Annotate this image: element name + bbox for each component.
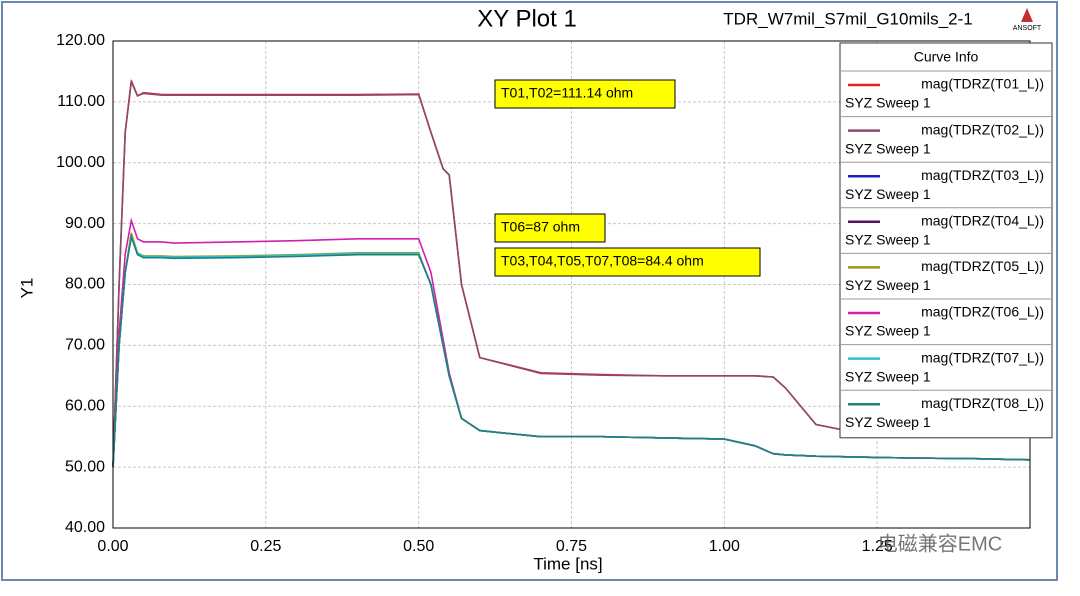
y-tick-label: 90.00 [65, 215, 105, 232]
legend-sweep: SYZ Sweep 1 [845, 140, 931, 156]
legend-label: mag(TDRZ(T06_L)) [921, 304, 1044, 320]
legend-label: mag(TDRZ(T02_L)) [921, 121, 1044, 137]
annotation-text: T03,T04,T05,T07,T08=84.4 ohm [501, 253, 704, 269]
legend-label: mag(TDRZ(T04_L)) [921, 213, 1044, 229]
x-tick-label: 0.00 [97, 538, 128, 555]
legend-sweep: SYZ Sweep 1 [845, 95, 931, 111]
logo-icon [1021, 8, 1033, 22]
annotation-text: T01,T02=111.14 ohm [501, 85, 633, 101]
x-axis-label: Time [ns] [533, 554, 602, 573]
y-tick-label: 120.00 [56, 32, 105, 49]
x-tick-label: 0.25 [250, 538, 281, 555]
legend-sweep: SYZ Sweep 1 [845, 232, 931, 248]
annotation-box [494, 79, 676, 109]
legend-sweep: SYZ Sweep 1 [845, 323, 931, 339]
y-tick-label: 100.00 [56, 154, 105, 171]
annotation-box [494, 213, 606, 243]
chart-subtitle: TDR_W7mil_S7mil_G10mils_2-1 [723, 9, 972, 28]
y-tick-label: 40.00 [65, 519, 105, 536]
legend-label: mag(TDRZ(T08_L)) [921, 395, 1044, 411]
x-tick-label: 0.75 [556, 538, 587, 555]
legend-sweep: SYZ Sweep 1 [845, 414, 931, 430]
y-tick-label: 60.00 [65, 397, 105, 414]
y-tick-label: 110.00 [57, 93, 105, 110]
plot-lines [112, 78, 1031, 468]
x-tick-label: 1.25 [862, 538, 893, 555]
legend-sweep: SYZ Sweep 1 [845, 277, 931, 293]
legend: Curve Info mag(TDRZ(T01_L)) SYZ Sweep 1 mag… [839, 42, 1053, 439]
legend-label: mag(TDRZ(T07_L)) [921, 349, 1044, 365]
legend-label: mag(TDRZ(T03_L)) [921, 167, 1044, 183]
watermark: 电磁兼容EMC [878, 532, 1002, 555]
legend-title: Curve Info [914, 49, 979, 65]
legend-sweep: SYZ Sweep 1 [845, 368, 931, 384]
legend-label: mag(TDRZ(T05_L)) [921, 258, 1044, 274]
y-tick-label: 50.00 [65, 458, 105, 475]
x-tick-label: 1.00 [709, 538, 740, 555]
legend-box [839, 42, 1053, 439]
legend-label: mag(TDRZ(T01_L)) [921, 76, 1044, 92]
series-line [112, 233, 1031, 468]
series-line [112, 78, 1030, 468]
annotation-box [494, 247, 761, 277]
legend-sweep: SYZ Sweep 1 [845, 186, 931, 202]
y-axis-label: Y1 [17, 278, 36, 299]
logo-text: ANSOFT [1013, 25, 1042, 32]
annotation-text: T06=87 ohm [501, 219, 580, 235]
chart-title: XY Plot 1 [477, 5, 577, 32]
y-tick-label: 80.00 [65, 276, 105, 293]
y-tick-label: 70.00 [65, 337, 105, 354]
annotations: T01,T02=111.14 ohm T06=87 ohm T03,T04,T05,… [494, 79, 761, 277]
x-tick-label: 0.50 [403, 538, 434, 555]
